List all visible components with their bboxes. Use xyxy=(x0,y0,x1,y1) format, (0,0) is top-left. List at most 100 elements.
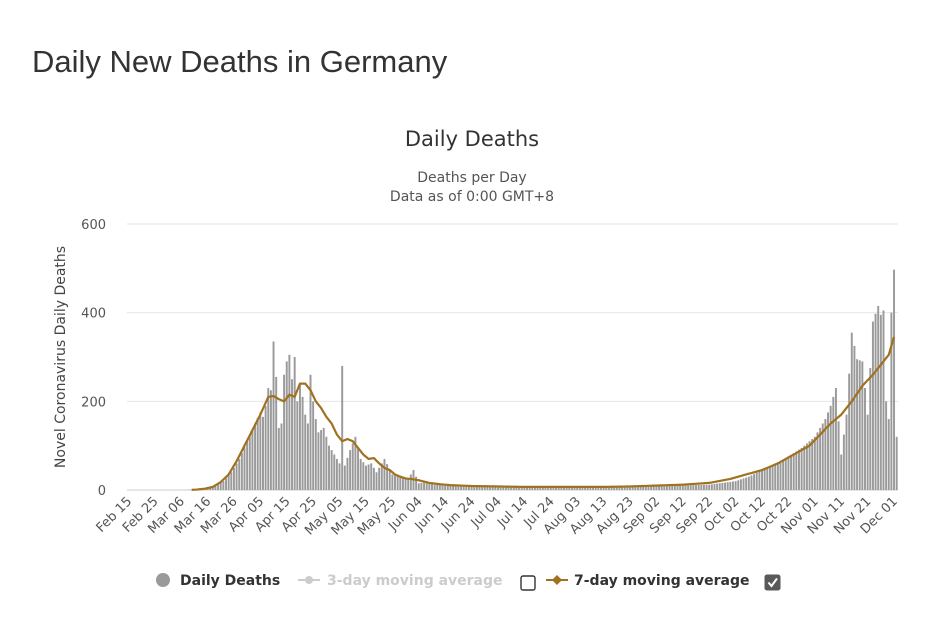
bar-day-290 xyxy=(893,269,896,490)
legend-7day-checkbox[interactable] xyxy=(764,574,781,591)
bar-day-202 xyxy=(660,486,663,490)
bar-day-253 xyxy=(795,451,798,490)
bar-day-97 xyxy=(383,458,386,490)
bar-day-139 xyxy=(494,486,497,490)
bar-day-227 xyxy=(726,482,729,490)
bar-day-167 xyxy=(568,487,571,490)
bar-day-48 xyxy=(254,423,257,490)
bar-day-176 xyxy=(592,487,594,490)
bar-day-193 xyxy=(636,487,639,490)
legend-item-7day-average[interactable]: 7-day moving average xyxy=(546,573,750,589)
bar-day-141 xyxy=(499,486,502,490)
bar-day-71 xyxy=(314,419,317,490)
bar-day-87 xyxy=(357,447,360,490)
bar-day-169 xyxy=(573,487,576,490)
bar-day-84 xyxy=(349,450,352,490)
bar-day-261 xyxy=(816,432,819,490)
bar-day-226 xyxy=(724,482,727,490)
bar-day-204 xyxy=(665,486,668,490)
bar-day-175 xyxy=(589,487,592,490)
bar-day-115 xyxy=(431,483,433,490)
y-tick-400: 400 xyxy=(81,307,106,322)
legend-item-daily-deaths[interactable]: Daily Deaths xyxy=(156,573,280,589)
bar-day-95 xyxy=(378,467,381,490)
bar-day-72 xyxy=(317,432,320,490)
bar-day-69 xyxy=(309,374,312,490)
bar-day-77 xyxy=(330,450,333,490)
legend: Daily Deaths 3-day moving average 7-day … xyxy=(156,573,781,591)
bar-day-140 xyxy=(497,486,499,490)
legend-3day-marker xyxy=(305,576,313,584)
bar-day-49 xyxy=(256,417,259,490)
bar-day-40 xyxy=(232,467,235,490)
bar-day-276 xyxy=(856,359,859,490)
legend-item-3day-average[interactable]: 3-day moving average xyxy=(298,573,503,589)
y-tick-labels: 0 200 400 600 xyxy=(81,218,106,499)
bar-day-104 xyxy=(401,477,404,490)
bar-day-213 xyxy=(689,485,692,490)
bar-day-32 xyxy=(211,487,214,490)
bar-day-243 xyxy=(768,466,771,490)
bar-day-161 xyxy=(552,487,555,490)
bar-day-152 xyxy=(528,487,531,490)
bar-day-43 xyxy=(240,453,243,490)
bar-day-149 xyxy=(520,487,523,490)
bar-day-119 xyxy=(441,485,444,490)
bar-day-145 xyxy=(510,487,513,490)
bar-day-113 xyxy=(425,482,428,490)
bar-day-247 xyxy=(779,460,782,490)
bar-day-173 xyxy=(584,487,587,490)
bar-day-186 xyxy=(618,487,621,490)
bar-day-236 xyxy=(750,475,753,490)
bar-day-101 xyxy=(394,475,396,490)
bar-day-198 xyxy=(650,486,653,490)
legend-daily-deaths-label: Daily Deaths xyxy=(180,573,280,589)
bar-day-158 xyxy=(544,487,547,490)
bar-day-234 xyxy=(745,477,748,490)
bar-day-288 xyxy=(887,419,890,490)
bar-day-194 xyxy=(639,486,642,490)
bar-day-82 xyxy=(343,465,346,490)
check-icon xyxy=(767,577,778,588)
bar-day-121 xyxy=(446,485,449,490)
bar-day-178 xyxy=(597,486,600,490)
bar-day-179 xyxy=(599,486,602,490)
bar-day-127 xyxy=(462,486,465,490)
bar-day-259 xyxy=(811,439,814,490)
bar-day-238 xyxy=(755,472,758,490)
bar-day-192 xyxy=(634,487,637,490)
bar-day-135 xyxy=(483,486,486,490)
bar-day-147 xyxy=(515,487,518,490)
bar-day-172 xyxy=(581,487,584,490)
bar-day-209 xyxy=(679,485,682,490)
bar-day-156 xyxy=(539,487,542,490)
bar-day-266 xyxy=(829,405,832,490)
bar-day-37 xyxy=(225,478,227,490)
bar-day-129 xyxy=(467,486,470,490)
bar-day-185 xyxy=(615,487,618,490)
bar-day-208 xyxy=(676,485,679,490)
bar-day-78 xyxy=(333,454,336,490)
bar-day-291 xyxy=(895,436,898,490)
bar-day-74 xyxy=(322,427,325,490)
bar-day-62 xyxy=(291,379,293,490)
bar-day-257 xyxy=(805,443,808,490)
bar-day-38 xyxy=(227,475,230,490)
legend-3day-checkbox[interactable] xyxy=(520,575,536,591)
bar-day-68 xyxy=(306,423,309,490)
bar-day-56 xyxy=(275,376,278,490)
y-tick-200: 200 xyxy=(81,395,106,410)
legend-7day-marker xyxy=(552,575,562,585)
bar-day-203 xyxy=(663,486,666,490)
bar-day-269 xyxy=(837,421,840,490)
bar-day-98 xyxy=(386,464,389,490)
bar-day-286 xyxy=(882,310,885,490)
bar-day-170 xyxy=(576,487,579,490)
bar-day-240 xyxy=(761,470,763,490)
legend-daily-deaths-marker xyxy=(156,573,170,587)
bar-day-289 xyxy=(890,312,893,490)
bar-day-199 xyxy=(652,486,655,490)
bar-day-126 xyxy=(460,486,462,490)
bar-day-33 xyxy=(214,486,217,490)
